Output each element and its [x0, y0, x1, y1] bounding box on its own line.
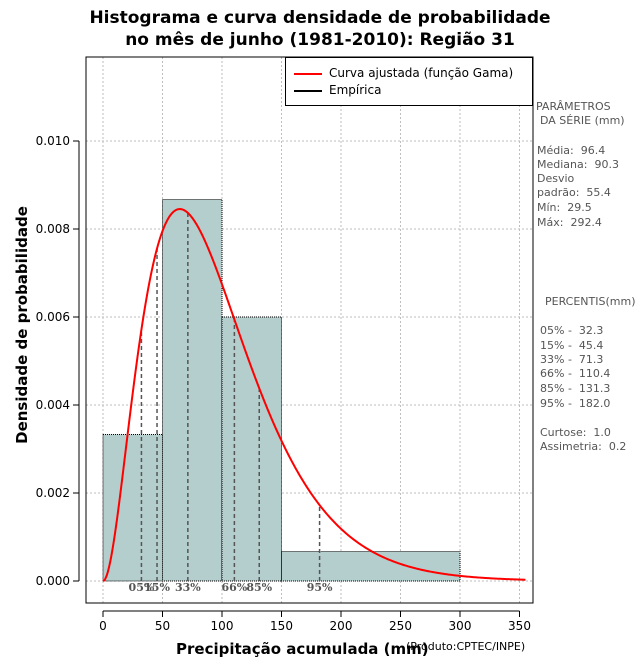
percentile-label-66: 66%	[221, 581, 247, 594]
param-desvio-1: Desvio	[537, 172, 575, 185]
y-tick-label-1: 0.002	[36, 486, 70, 500]
legend-black-line-icon	[294, 89, 322, 92]
legend-fitted-label: Curva ajustada (função Gama)	[329, 66, 514, 80]
percentile-85: 85% - 131.3	[540, 382, 611, 395]
legend-item-empirical: Empírica	[294, 83, 381, 97]
y-tick-label-3: 0.006	[36, 310, 70, 324]
product-note: (Produto:CPTEC/INPE)	[406, 640, 526, 653]
param-max: Máx: 292.4	[537, 216, 602, 229]
histogram-bar-1	[102, 433, 163, 582]
param-mediana: Mediana: 90.3	[537, 158, 619, 171]
percentile-label-15: 15%	[144, 581, 170, 594]
x-tick-label-200: 200	[330, 619, 353, 633]
gamma-curve	[102, 208, 526, 582]
x-tick-label-0: 0	[99, 619, 107, 633]
histogram-bars	[102, 199, 461, 582]
percentile-label-05: 05%	[129, 581, 155, 594]
histogram-bar-4	[281, 551, 461, 582]
parameters-heading-1: PARÂMETROS	[536, 100, 611, 113]
x-axis: 0 50 100 150 200 250 300 350	[99, 610, 531, 633]
x-tick-label-300: 300	[449, 619, 472, 633]
percentile-label-33: 33%	[175, 581, 201, 594]
y-axis-label: Densidade de probabilidade	[13, 206, 31, 444]
percentile-66: 66% - 110.4	[540, 367, 611, 380]
x-tick-label-150: 150	[270, 619, 293, 633]
gamma-curve-path	[102, 208, 526, 582]
x-tick-label-100: 100	[211, 619, 234, 633]
legend: Curva ajustada (função Gama) Empírica	[285, 57, 533, 106]
x-tick-label-350: 350	[508, 619, 531, 633]
stat-assimetria: Assimetria: 0.2	[540, 440, 627, 453]
param-media: Média: 96.4	[537, 144, 606, 157]
histogram-bar-2	[162, 199, 223, 582]
percentile-33: 33% - 71.3	[540, 353, 604, 366]
y-axis: 0.000 0.002 0.004 0.006 0.008 0.010	[36, 134, 80, 588]
x-axis-label: Precipitação acumulada (mm)	[176, 640, 429, 658]
y-tick-label-2: 0.004	[36, 398, 70, 412]
percentile-label-95: 95%	[307, 581, 333, 594]
percentile-lines	[140, 212, 321, 581]
y-tick-label-4: 0.008	[36, 222, 70, 236]
percentile-15: 15% - 45.4	[540, 339, 604, 352]
legend-red-line-icon	[294, 72, 322, 75]
y-tick-label-0: 0.000	[36, 574, 70, 588]
y-tick-label-5: 0.010	[36, 134, 70, 148]
legend-empirical-label: Empírica	[329, 83, 382, 97]
param-desvio-2: padrão: 55.4	[537, 186, 611, 199]
chart-title-line1: Histograma e curva densidade de probabil…	[89, 8, 551, 28]
legend-item-fitted: Curva ajustada (função Gama)	[294, 66, 513, 80]
param-min: Mín: 29.5	[537, 201, 592, 214]
percentile-labels: 05%15% 33% 66% 85% 95%	[129, 581, 333, 594]
percentile-05: 05% - 32.3	[540, 324, 604, 337]
parameters-heading-2: DA SÉRIE (mm)	[540, 114, 625, 127]
percentile-95: 95% - 182.0	[540, 397, 611, 410]
percentiles-heading: PERCENTIS(mm)	[545, 295, 636, 308]
chart-title-line2: no mês de junho (1981-2010): Região 31	[125, 30, 515, 50]
percentile-label-85: 85%	[246, 581, 272, 594]
x-tick-label-250: 250	[389, 619, 412, 633]
histogram-bar-3	[221, 316, 282, 582]
x-tick-label-50: 50	[155, 619, 170, 633]
stat-curtose: Curtose: 1.0	[540, 426, 611, 439]
